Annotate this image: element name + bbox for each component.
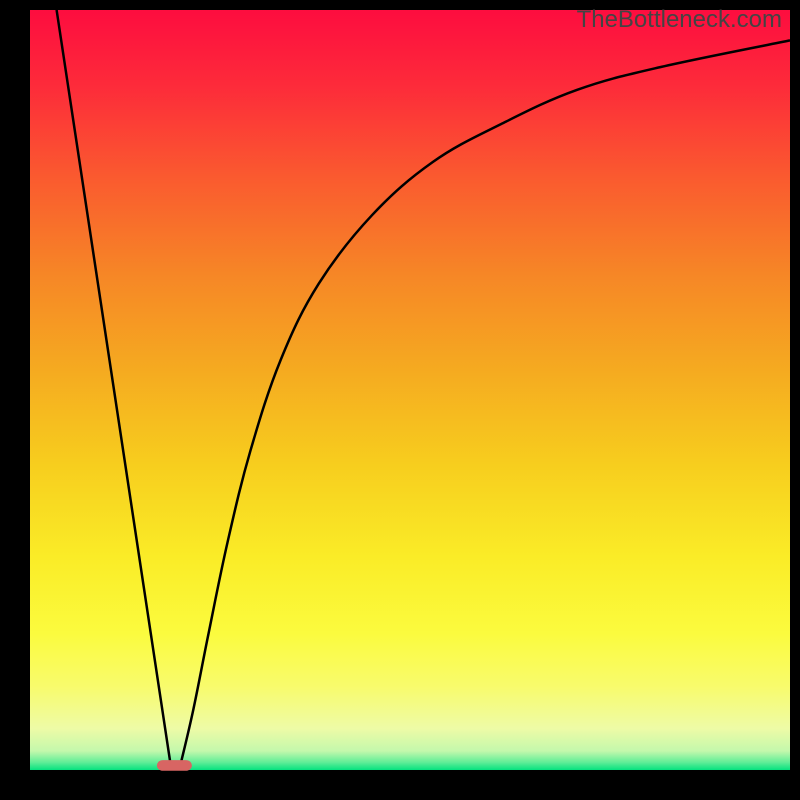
chart-svg <box>0 0 800 800</box>
bottleneck-chart: TheBottleneck.com <box>0 0 800 800</box>
plot-background <box>30 10 790 770</box>
minimum-marker <box>157 760 192 771</box>
watermark-text: TheBottleneck.com <box>577 6 782 34</box>
